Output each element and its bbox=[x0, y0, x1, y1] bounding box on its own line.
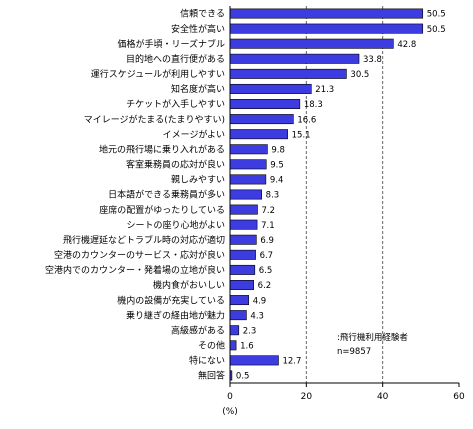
category-label-4: 運行スケジュールが利用しやすい bbox=[91, 68, 225, 80]
value-label-5: 21.3 bbox=[315, 85, 334, 95]
sample-size-note: n=9857 bbox=[337, 347, 371, 357]
category-label-7: マイレージがたまる(たまりやすい) bbox=[84, 113, 225, 125]
value-label-3: 33.8 bbox=[363, 55, 382, 65]
value-label-21: 2.3 bbox=[243, 326, 257, 336]
category-label-15: 飛行機遅延などトラブル時の対応が適切 bbox=[63, 234, 225, 246]
value-label-20: 4.3 bbox=[250, 311, 264, 321]
value-label-24: 0.5 bbox=[236, 372, 250, 382]
category-label-17: 空港内でのカウンター・発着場の立地が良い bbox=[45, 264, 225, 276]
bar-17 bbox=[229, 264, 256, 275]
bar-7 bbox=[229, 114, 294, 125]
category-label-20: 乗り継ぎの経由地が魅力 bbox=[126, 309, 225, 321]
value-label-10: 9.5 bbox=[270, 161, 284, 171]
bar-23 bbox=[229, 355, 279, 366]
bar-18 bbox=[229, 280, 254, 290]
category-label-21: 高級感がある bbox=[171, 324, 225, 336]
value-label-17: 6.5 bbox=[259, 266, 273, 276]
category-label-22: その他 bbox=[198, 340, 225, 352]
category-label-13: 座席の配置がゆったりしている bbox=[99, 204, 225, 216]
category-label-1: 安全性が高い bbox=[171, 23, 225, 35]
value-label-7: 16.6 bbox=[297, 115, 316, 125]
category-label-19: 機内の設備が充実している bbox=[117, 294, 225, 306]
category-label-9: 地元の飛行場に乗り入れがある bbox=[99, 143, 225, 155]
x-axis-label: (%) bbox=[222, 407, 238, 417]
bar-1 bbox=[229, 23, 424, 34]
bar-15 bbox=[229, 234, 257, 245]
value-labels: 50.5 50.5 42.8 33.8 30.5 21.3 18.3 16.6 15.1 9.8 9… bbox=[236, 10, 446, 382]
value-label-2: 42.8 bbox=[397, 40, 416, 50]
x-tick-label-40: 40 bbox=[377, 392, 389, 402]
x-tick-label-20: 20 bbox=[301, 392, 313, 402]
category-label-2: 価格が手頃・リーズナブル bbox=[117, 38, 225, 50]
category-label-23: 特にない bbox=[189, 355, 225, 367]
x-tick-label-60: 60 bbox=[453, 392, 465, 402]
bar-8 bbox=[229, 129, 288, 140]
x-tick-label-0: 0 bbox=[227, 392, 233, 402]
bar-22 bbox=[229, 340, 237, 351]
bar-14 bbox=[229, 219, 258, 230]
bar-12 bbox=[229, 189, 262, 200]
bar-6 bbox=[229, 99, 301, 109]
value-label-15: 6.9 bbox=[260, 236, 274, 246]
category-label-11: 親しみやすい bbox=[171, 174, 225, 186]
value-label-14: 7.1 bbox=[261, 221, 275, 231]
category-label-12: 日本語ができる乗務員が多い bbox=[108, 189, 225, 201]
category-label-0: 信頼できる bbox=[180, 8, 225, 20]
category-labels: 信頼できる安全性が高い価格が手頃・リーズナブル目的地への直行便がある運行スケジュ… bbox=[45, 8, 225, 382]
value-label-4: 30.5 bbox=[350, 70, 369, 80]
bars bbox=[229, 8, 424, 381]
bar-9 bbox=[229, 144, 268, 155]
category-label-14: シートの座り心地がよい bbox=[126, 219, 225, 231]
gridlines bbox=[305, 6, 384, 383]
category-label-16: 空港のカウンターのサービス・応対が良い bbox=[54, 249, 225, 261]
sample-note: :飛行機利用経験者 bbox=[337, 332, 408, 343]
value-label-8: 15.1 bbox=[292, 130, 311, 140]
value-label-23: 12.7 bbox=[282, 357, 301, 367]
value-label-9: 9.8 bbox=[271, 145, 285, 155]
bar-20 bbox=[229, 310, 247, 321]
bar-21 bbox=[229, 325, 240, 336]
category-label-18: 機内食がおいしい bbox=[153, 279, 225, 291]
bar-5 bbox=[229, 83, 312, 94]
bar-16 bbox=[229, 249, 256, 260]
value-label-0: 50.5 bbox=[427, 10, 446, 20]
bar-4 bbox=[229, 68, 347, 79]
category-label-5: 知名度が高い bbox=[171, 83, 225, 95]
category-label-24: 無回答 bbox=[198, 370, 225, 382]
value-label-18: 6.2 bbox=[258, 281, 272, 291]
value-label-1: 50.5 bbox=[427, 25, 446, 35]
category-label-10: 客室乗務員の応対が良い bbox=[126, 159, 225, 171]
value-label-22: 1.6 bbox=[240, 342, 254, 352]
bar-19 bbox=[229, 295, 250, 306]
category-label-8: イメージがよい bbox=[163, 128, 225, 140]
value-label-6: 18.3 bbox=[304, 100, 323, 110]
bar-10 bbox=[229, 159, 267, 170]
bar-3 bbox=[229, 53, 360, 64]
value-label-13: 7.2 bbox=[261, 206, 275, 216]
axes: 0 20 40 60 bbox=[227, 6, 465, 402]
category-label-3: 目的地への直行便がある bbox=[126, 53, 225, 65]
bar-2 bbox=[229, 38, 394, 49]
value-label-19: 4.9 bbox=[253, 296, 267, 306]
value-label-12: 8.3 bbox=[266, 191, 280, 201]
category-label-6: チケットが入手しやすい bbox=[126, 98, 225, 110]
bar-13 bbox=[229, 204, 258, 215]
value-label-16: 6.7 bbox=[260, 251, 274, 261]
bar-11 bbox=[229, 174, 267, 185]
bar-0 bbox=[229, 8, 424, 19]
value-label-11: 9.4 bbox=[270, 176, 284, 186]
